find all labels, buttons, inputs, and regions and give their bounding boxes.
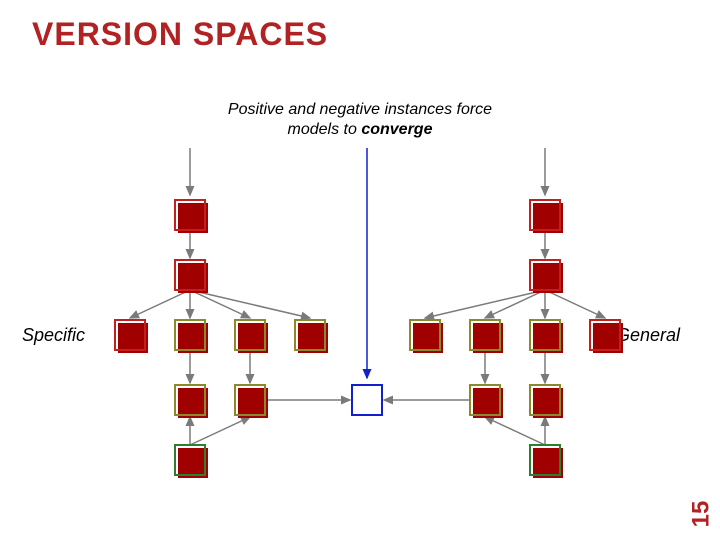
node-shadow [298, 323, 328, 353]
node-shadow [178, 388, 208, 418]
node-shadow [178, 448, 208, 478]
node-arrow [425, 290, 545, 318]
node-shadow [178, 263, 208, 293]
node-shadow [473, 388, 503, 418]
node-shadow [533, 203, 563, 233]
node-shadow [413, 323, 443, 353]
node-shadow [178, 323, 208, 353]
node-arrow [545, 290, 605, 318]
node-shadow [473, 323, 503, 353]
node-arrow [130, 290, 190, 318]
node-shadow [118, 323, 148, 353]
version-space-diagram [0, 0, 720, 540]
node-arrow [190, 290, 250, 318]
node-box [352, 385, 382, 415]
node-shadow [533, 388, 563, 418]
node-arrow [485, 417, 545, 445]
node-shadow [178, 203, 208, 233]
node-shadow [533, 323, 563, 353]
node-arrow [485, 290, 545, 318]
node-shadow [593, 323, 623, 353]
node-arrow [190, 290, 310, 318]
node-shadow [238, 388, 268, 418]
node-shadow [533, 448, 563, 478]
node-arrow [190, 417, 250, 445]
node-shadow [238, 323, 268, 353]
node-shadow [533, 263, 563, 293]
